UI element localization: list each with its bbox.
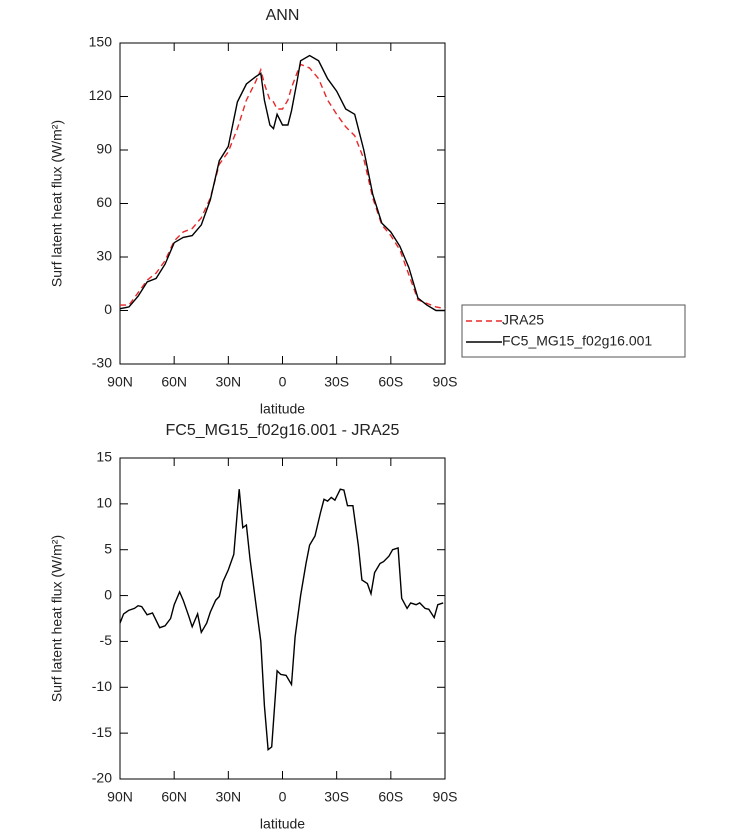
y-tick-label: -30 xyxy=(92,355,112,371)
x-tick-label: 90S xyxy=(433,374,458,390)
plot-frame xyxy=(119,457,446,780)
y-tick-label: 0 xyxy=(104,301,112,317)
y-tick-label: 10 xyxy=(96,495,112,511)
x-tick-label: 60N xyxy=(161,789,187,805)
x-tick-label: 60N xyxy=(161,374,187,390)
y-tick-label: 0 xyxy=(104,586,112,602)
x-tick-label: 90S xyxy=(433,789,458,805)
x-tick-label: 60S xyxy=(378,374,403,390)
chart-title: FC5_MG15_f02g16.001 - JRA25 xyxy=(166,422,400,439)
y-tick-label: 150 xyxy=(89,34,113,50)
y-axis-label: Surf latent heat flux (W/m²) xyxy=(49,535,65,702)
y-tick-label: 30 xyxy=(96,248,112,264)
x-tick-label: 30N xyxy=(215,374,241,390)
y-axis-label: Surf latent heat flux (W/m²) xyxy=(49,120,65,287)
legend-label: FC5_MG15_f02g16.001 xyxy=(502,333,652,349)
legend-label: JRA25 xyxy=(502,312,544,328)
chart-title: ANN xyxy=(266,7,300,24)
x-tick-label: 60S xyxy=(378,789,403,805)
legend-box xyxy=(461,304,686,358)
x-tick-label: 0 xyxy=(279,789,287,805)
y-tick-label: -10 xyxy=(92,678,112,694)
data-line xyxy=(119,54,445,312)
y-tick-label: 120 xyxy=(89,87,113,103)
y-tick-label: 5 xyxy=(104,540,112,556)
data-line xyxy=(120,63,446,310)
x-tick-label: 0 xyxy=(279,374,287,390)
y-tick-label: 15 xyxy=(96,449,112,465)
x-tick-label: 90N xyxy=(107,789,133,805)
x-tick-label: 30S xyxy=(324,789,349,805)
y-tick-label: 60 xyxy=(96,194,112,210)
y-tick-label: -20 xyxy=(92,770,112,786)
x-tick-label: 30S xyxy=(324,374,349,390)
x-axis-label: latitude xyxy=(260,401,305,417)
y-tick-label: -5 xyxy=(100,632,113,648)
x-tick-label: 30N xyxy=(215,789,241,805)
y-tick-label: 90 xyxy=(96,141,112,157)
y-tick-label: -15 xyxy=(92,724,112,740)
x-axis-label: latitude xyxy=(260,816,305,832)
plot-frame xyxy=(119,42,446,365)
data-line xyxy=(119,488,444,752)
x-tick-label: 90N xyxy=(107,374,133,390)
